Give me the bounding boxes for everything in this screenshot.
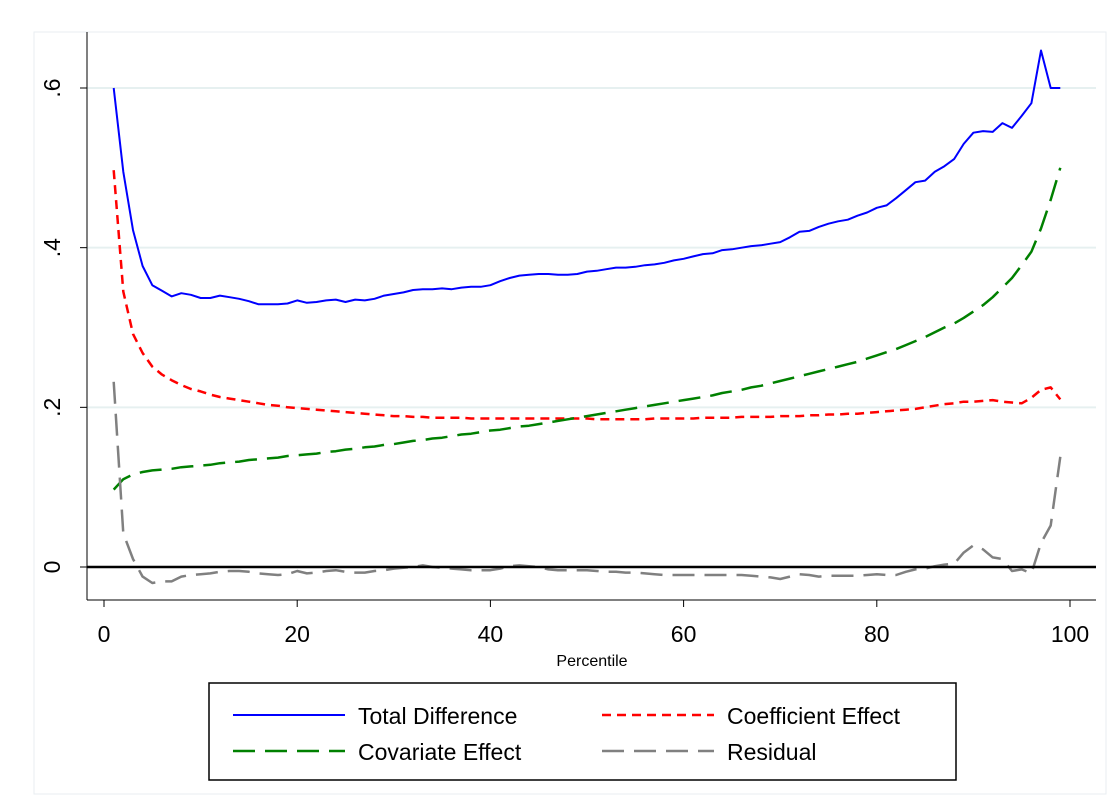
y-tick-label: .6: [39, 78, 65, 97]
tick-labels: 0 20 40 60 80 100 0 .2 .4 .6: [39, 78, 1089, 647]
series-line-total: [112, 49, 1061, 306]
series-line-coefficient: [112, 170, 1062, 421]
x-tick-label: 60: [671, 621, 697, 647]
y-tick-label: 0: [39, 561, 65, 574]
y-tick-label: .4: [39, 238, 65, 257]
axes: [86, 32, 1096, 601]
legend-label-coefficient-effect: Coefficient Effect: [727, 703, 901, 729]
series-line-covariate: [112, 167, 1062, 491]
x-axis-label: Percentile: [556, 653, 627, 670]
x-tick-label: 100: [1051, 621, 1089, 647]
x-tick-label: 0: [98, 621, 111, 647]
legend-label-residual: Residual: [727, 739, 817, 765]
series-line-residual: [112, 381, 1062, 585]
y-tick-label: .2: [39, 398, 65, 417]
grid-lines: [87, 87, 1096, 409]
tick-marks: [80, 87, 1071, 607]
x-tick-label: 40: [478, 621, 504, 647]
series-lines: [112, 49, 1062, 585]
legend: Total Difference Coefficient Effect Cova…: [208, 682, 957, 781]
legend-label-total-difference: Total Difference: [358, 703, 517, 729]
legend-box: [208, 682, 957, 781]
x-tick-label: 20: [284, 621, 310, 647]
legend-label-covariate-effect: Covariate Effect: [358, 739, 522, 765]
chart-frame: [33, 31, 1107, 795]
x-tick-label: 80: [864, 621, 890, 647]
